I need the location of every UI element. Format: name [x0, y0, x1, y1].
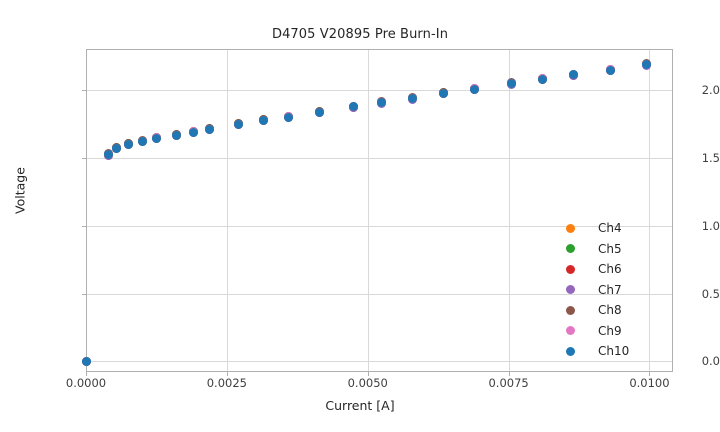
data-point [123, 139, 133, 149]
data-point [137, 137, 147, 147]
y-tick-mark [82, 226, 86, 227]
data-point [537, 74, 547, 84]
legend-marker-icon [566, 326, 575, 335]
data-point [258, 115, 268, 125]
legend-label: Ch5 [598, 241, 622, 256]
gridline-vertical [509, 49, 510, 371]
x-tick-mark [509, 372, 510, 376]
x-tick-label: 0.0000 [65, 376, 107, 390]
axis-spine-right [672, 49, 673, 372]
axis-spine-left [86, 49, 87, 372]
legend-marker-icon [566, 305, 575, 315]
gridline-horizontal [86, 158, 672, 159]
legend-marker-icon [566, 223, 575, 233]
y-axis-label: Voltage [12, 167, 28, 214]
data-point [151, 133, 161, 143]
legend-label: Ch6 [598, 262, 622, 276]
x-tick-mark [86, 372, 87, 376]
legend-label: Ch4 [598, 221, 622, 235]
gridline-vertical [227, 49, 228, 371]
chart-title: D4705 V20895 Pre Burn-In [271, 27, 449, 42]
data-point [439, 88, 449, 98]
x-tick-mark [227, 372, 228, 376]
legend-marker-icon [566, 346, 575, 356]
x-tick-label: 0.0075 [488, 376, 529, 390]
data-point [605, 65, 615, 75]
x-tick-label: 0.0025 [206, 376, 247, 390]
data-point [506, 79, 516, 89]
y-tick-mark [82, 90, 86, 91]
legend-marker-icon [566, 244, 575, 253]
data-point [104, 150, 114, 160]
data-point [171, 130, 181, 140]
data-point [205, 124, 215, 134]
data-point [470, 84, 480, 94]
y-tick-label: 0.5 [701, 286, 720, 301]
axis-spine-top [86, 49, 673, 50]
data-point [284, 112, 294, 122]
x-tick-label: 0.0100 [629, 376, 670, 390]
legend-label: Ch10 [598, 344, 630, 358]
y-tick-mark [82, 294, 86, 295]
legend-label: Ch9 [598, 323, 622, 338]
gridline-vertical [649, 49, 650, 371]
legend-marker-icon [566, 264, 575, 274]
data-point [81, 356, 91, 366]
y-tick-label: 0.0 [701, 354, 720, 369]
y-tick-label: 1.5 [701, 150, 720, 165]
data-point [568, 70, 578, 80]
x-tick-label: 0.0050 [347, 376, 388, 390]
data-point [377, 98, 387, 108]
y-tick-mark [82, 158, 86, 159]
x-tick-mark [368, 372, 369, 376]
gridline-horizontal [86, 226, 672, 227]
legend-label: Ch8 [598, 303, 622, 317]
data-point [112, 143, 122, 153]
data-point [188, 127, 198, 137]
y-tick-label: 2.0 [701, 82, 720, 97]
gridline-horizontal [86, 90, 672, 91]
legend-marker-icon [566, 285, 575, 294]
data-point [315, 107, 325, 117]
x-axis-label: Current [A] [325, 398, 395, 413]
data-point [408, 94, 418, 104]
axis-spine-bottom [86, 371, 673, 372]
gridline-horizontal [86, 294, 672, 295]
legend-label: Ch7 [598, 282, 622, 297]
data-point [233, 120, 243, 130]
x-tick-mark [649, 372, 650, 376]
gridline-horizontal [86, 361, 672, 362]
gridline-vertical [368, 49, 369, 371]
y-tick-label: 1.0 [701, 218, 720, 233]
data-point [642, 60, 652, 70]
data-point [349, 102, 359, 112]
